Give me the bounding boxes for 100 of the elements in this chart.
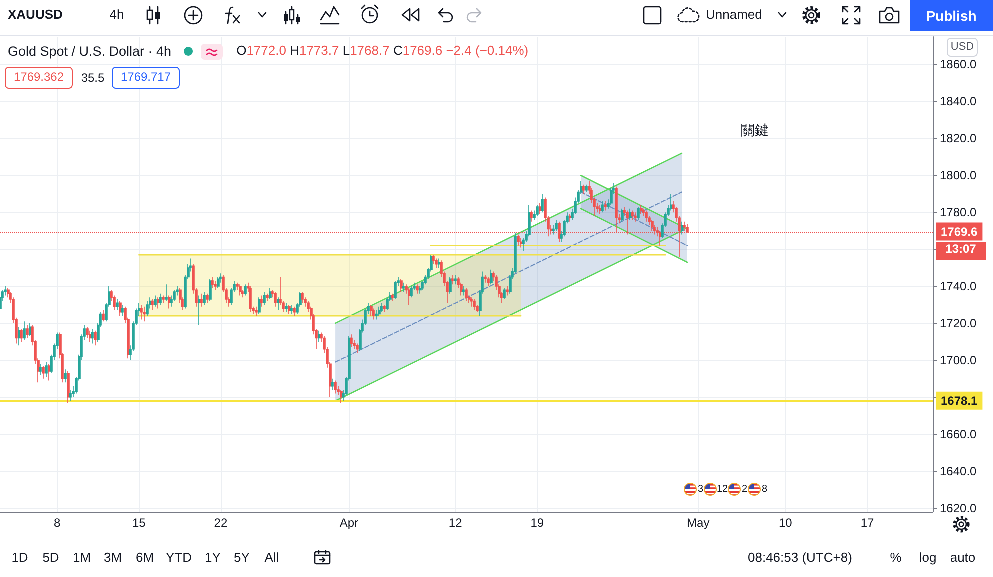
candlestick: [585, 184, 588, 193]
text: 1M: [72, 550, 92, 566]
candlestick: [209, 278, 212, 302]
text: 13:07: [936, 242, 986, 260]
candlestick: [410, 286, 413, 298]
candlestick: [334, 380, 337, 394]
text: %: [890, 550, 902, 566]
candlestick: [42, 366, 45, 380]
candlestick: [239, 284, 242, 296]
candlestick: [165, 284, 168, 302]
candlestick: [631, 210, 634, 220]
candlestick: [470, 297, 473, 308]
candlestick: [260, 295, 263, 308]
x-tick-label: 10: [779, 516, 793, 530]
candlestick: [64, 369, 67, 384]
candlestick: [340, 390, 343, 404]
candlestick: [637, 206, 640, 220]
candlestick: [86, 326, 89, 339]
y-tick-label: 1640.0: [940, 464, 978, 478]
text: Unnamed: [706, 7, 762, 23]
candlestick: [318, 330, 321, 342]
candlestick: [402, 282, 405, 292]
candlestick: [645, 210, 648, 222]
candlestick: [277, 297, 280, 311]
candlestick: [484, 275, 487, 284]
candlestick: [301, 292, 304, 304]
candlestick: [26, 324, 29, 339]
candlestick: [416, 284, 419, 294]
candlestick: [200, 294, 203, 308]
candlestick: [151, 299, 154, 311]
text: Publish: [926, 8, 977, 24]
candlestick: [159, 294, 162, 306]
x-tick-label: 22: [214, 516, 228, 530]
x-tick-label: 15: [132, 516, 146, 530]
candlestick: [569, 214, 572, 222]
candlestick: [121, 304, 124, 316]
candlestick: [116, 299, 119, 311]
candlestick: [408, 288, 411, 306]
candlestick: [601, 201, 604, 213]
candlestick: [162, 295, 165, 304]
x-tick-label: 8: [54, 516, 61, 530]
candlestick: [266, 294, 269, 302]
text: 5Y: [234, 550, 250, 566]
candlestick: [211, 276, 214, 289]
text: O1772.0 H1773.7 L1768.7 C1769.6 −2.4 (−0.14%): [236, 43, 529, 58]
x-tick-label: 17: [860, 516, 875, 530]
candlestick: [45, 362, 48, 378]
candlestick: [454, 275, 457, 286]
candlestick: [140, 304, 143, 320]
text: All: [264, 550, 280, 566]
candlestick: [604, 201, 607, 212]
candlestick: [23, 321, 26, 341]
annotation: 35.5: [81, 71, 105, 86]
y-tick-label: 1840.0: [940, 94, 978, 109]
candlestick: [634, 212, 637, 222]
candlestick: [94, 330, 97, 346]
candlestick: [555, 220, 558, 232]
candlestick: [263, 292, 266, 306]
candlestick: [435, 258, 438, 268]
candlestick: [378, 306, 381, 316]
y-tick-label: 1800.0: [940, 168, 978, 183]
candlestick: [503, 288, 506, 300]
candlestick: [380, 302, 383, 313]
candlestick: [217, 276, 220, 289]
candlestick: [288, 304, 291, 315]
candlestick: [449, 276, 452, 294]
candlestick: [67, 371, 70, 404]
x-tick-label: May: [687, 516, 710, 530]
candlestick: [258, 297, 261, 315]
candlestick: [370, 304, 373, 316]
candlestick: [541, 194, 544, 213]
candlestick: [198, 295, 201, 326]
text: log: [919, 550, 937, 566]
text: 6M: [136, 550, 154, 566]
candlestick: [20, 328, 23, 342]
text: 1Y: [205, 550, 221, 566]
y-tick-label: 1660.0: [940, 427, 978, 442]
x-tick-label: 12: [448, 516, 463, 530]
annotation: 1769.362: [5, 67, 73, 89]
text: 4h: [110, 7, 124, 23]
candlestick: [102, 310, 105, 322]
ref-line-label: 1678.1: [941, 394, 978, 408]
text: USD: [947, 38, 978, 57]
candlestick: [517, 234, 520, 246]
text: 3M: [104, 550, 122, 566]
candlestick: [462, 286, 465, 296]
candlestick: [89, 330, 92, 342]
candlestick: [269, 288, 272, 300]
annotation: 1769.717: [112, 67, 180, 89]
candlestick: [157, 297, 160, 310]
candlestick: [487, 276, 490, 287]
candlestick: [465, 288, 468, 302]
x-tick-label: 19: [530, 516, 544, 530]
candlestick: [599, 204, 602, 215]
candlestick: [539, 202, 542, 215]
candlestick: [255, 306, 258, 316]
candlestick: [621, 208, 624, 222]
text: 5D: [42, 550, 60, 566]
candlestick: [119, 300, 122, 316]
candlestick: [274, 292, 277, 308]
